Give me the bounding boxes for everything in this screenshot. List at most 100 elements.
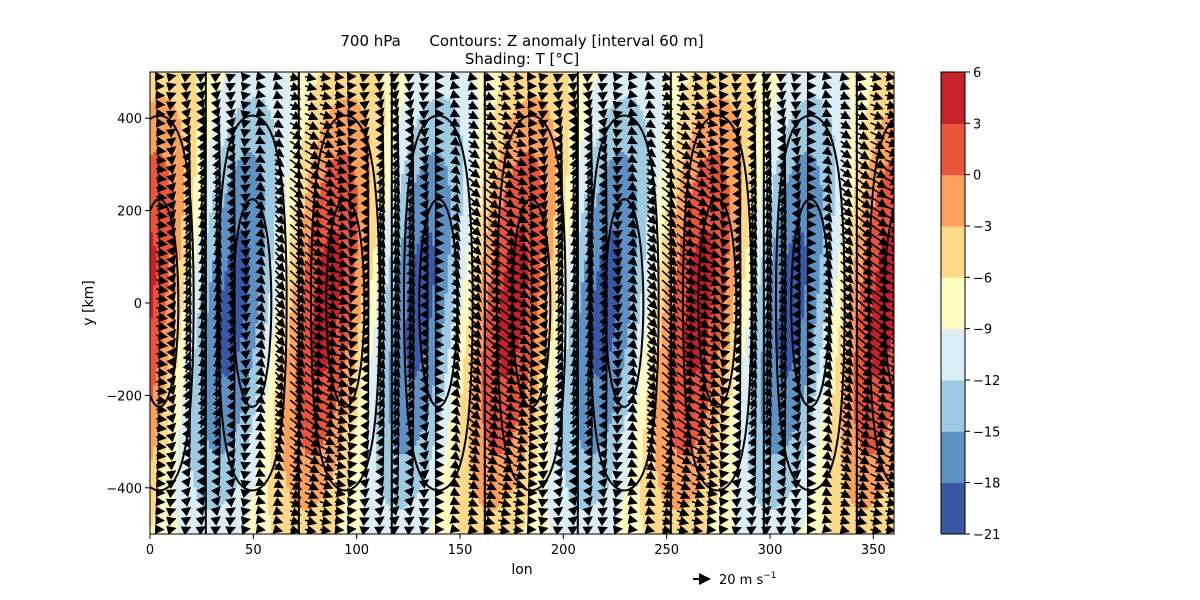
shading-cell — [425, 348, 439, 352]
shading-cell — [726, 442, 737, 446]
shading-cell — [246, 445, 260, 449]
shading-cell — [435, 511, 455, 516]
shading-cell — [441, 478, 455, 482]
shading-cell — [642, 525, 709, 530]
shading-cell — [171, 409, 182, 413]
shading-cell — [562, 409, 576, 413]
shading-cell — [460, 392, 470, 396]
shading-cell — [432, 514, 458, 518]
shading-cell — [832, 417, 842, 421]
shading-cell — [484, 436, 514, 441]
shading-cell — [726, 364, 737, 369]
shading-cell — [456, 428, 470, 433]
shading-cell — [422, 428, 439, 433]
shading-cell — [456, 348, 467, 352]
shading-cell — [856, 425, 889, 430]
shading-cell — [856, 434, 886, 438]
shading-cell — [456, 434, 470, 438]
shading-cell — [574, 367, 594, 372]
shading-cell — [735, 442, 749, 446]
shading-cell — [748, 445, 768, 449]
shading-cell — [828, 431, 842, 435]
shading-cell — [444, 373, 455, 377]
shading-cell — [270, 517, 340, 521]
shading-cell — [655, 434, 672, 438]
shading-cell — [639, 506, 672, 510]
shading-cell — [639, 367, 650, 372]
shading-cell — [574, 378, 622, 383]
shading-cell — [825, 489, 849, 494]
shading-cell — [577, 348, 591, 352]
shading-cell — [791, 486, 811, 491]
shading-cell — [150, 359, 160, 363]
shading-cell — [171, 395, 182, 399]
shading-cell — [469, 448, 492, 452]
shading-cell — [742, 375, 752, 380]
shading-cell — [453, 497, 480, 502]
shading-cell — [267, 375, 278, 380]
shading-cell — [739, 400, 749, 405]
shading-cell — [370, 373, 380, 377]
shading-cell — [797, 414, 811, 419]
shading-cell — [150, 375, 157, 380]
shading-cell — [150, 406, 163, 410]
shading-cell — [735, 464, 749, 469]
shading-cell — [202, 378, 250, 383]
shading-cell — [351, 450, 365, 455]
shading-cell — [456, 353, 467, 358]
shading-cell — [621, 503, 641, 507]
shading-cell — [828, 353, 839, 358]
shading-cell — [270, 359, 278, 363]
shading-cell — [723, 464, 737, 469]
shading-cell — [859, 442, 883, 446]
shading-cell — [797, 417, 811, 421]
shading-cell — [633, 436, 644, 441]
shading-cell — [286, 359, 297, 363]
shading-cell — [444, 381, 455, 385]
shading-cell — [286, 478, 331, 482]
shading-cell — [363, 436, 377, 441]
shading-cell — [354, 351, 365, 355]
shading-cell — [469, 450, 492, 455]
shading-cell — [794, 484, 814, 488]
shading-cell — [828, 436, 842, 441]
shading-cell — [835, 359, 845, 363]
shading-cell — [264, 417, 275, 421]
shading-cell — [360, 495, 384, 499]
shading-cell — [150, 495, 160, 499]
shading-cell — [463, 359, 473, 363]
shading-cell — [748, 464, 802, 469]
shading-cell — [828, 439, 842, 444]
shading-cell — [286, 351, 297, 355]
shading-cell — [639, 384, 650, 388]
shading-cell — [460, 400, 470, 405]
shading-cell — [484, 425, 517, 430]
shading-cell — [528, 509, 548, 513]
shading-cell — [153, 520, 179, 524]
shading-cell — [367, 425, 377, 430]
shading-cell — [264, 395, 275, 399]
shading-cell — [360, 489, 384, 494]
shading-cell — [150, 373, 157, 377]
shading-cell — [735, 473, 752, 477]
shading-cell — [150, 384, 154, 388]
shading-cell — [444, 378, 455, 383]
shading-cell — [618, 448, 632, 452]
shading-cell — [658, 356, 669, 360]
shading-cell — [794, 359, 811, 363]
shading-cell — [441, 409, 452, 413]
shading-cell — [298, 506, 312, 510]
shading-cell — [881, 442, 894, 446]
shading-cell — [435, 500, 455, 505]
shading-cell — [484, 431, 514, 435]
shading-cell — [748, 442, 768, 446]
shading-cell — [419, 362, 439, 366]
shading-cell — [267, 389, 278, 394]
shading-cell — [171, 400, 182, 405]
shading-cell — [351, 453, 365, 457]
shading-cell — [618, 389, 632, 394]
shading-cell — [602, 373, 622, 377]
shading-cell — [562, 406, 576, 410]
shading-cell — [853, 392, 894, 396]
shading-cell — [202, 359, 222, 363]
